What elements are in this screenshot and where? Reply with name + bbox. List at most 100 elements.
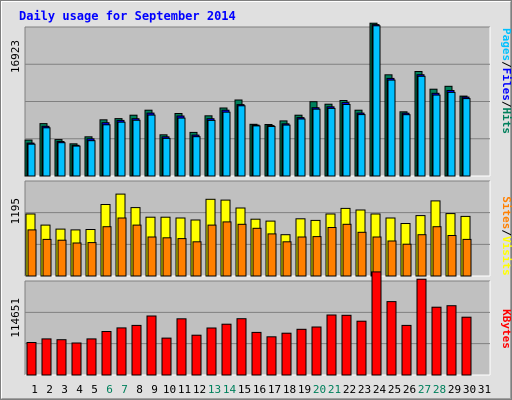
x-tick-label: 21: [328, 383, 341, 396]
bar-kbytes-day-15: [236, 318, 247, 376]
bar-sites-day-20: [312, 236, 322, 277]
x-tick-label: 30: [463, 383, 476, 396]
bar-kbytes-day-19: [296, 328, 307, 376]
bar-sites-day-8: [132, 224, 142, 277]
bar-pages-day-30: [462, 98, 471, 177]
bar-pages-day-25: [387, 79, 396, 177]
bar-kbytes-day-9: [146, 315, 157, 376]
bar-sites-day-5: [87, 242, 97, 277]
legend-segment: Hits: [500, 108, 512, 135]
x-tick-label: 17: [268, 383, 281, 396]
x-tick-label: 23: [358, 383, 371, 396]
bar-pages-day-3: [57, 142, 66, 177]
bar-kbytes-day-12: [191, 334, 202, 376]
bar-sites-day-1: [27, 229, 37, 277]
bar-pages-day-21: [327, 107, 336, 177]
bar-sites-day-4: [72, 242, 82, 277]
x-tick-label: 19: [298, 383, 311, 396]
bar-sites-day-15: [237, 223, 247, 277]
x-tick-label: 9: [151, 383, 158, 396]
x-tick-label: 8: [136, 383, 143, 396]
bar-sites-day-16: [252, 227, 262, 277]
bar-sites-day-30: [462, 238, 472, 277]
bar-sites-day-6: [102, 226, 112, 277]
bar-kbytes-day-14: [221, 323, 232, 376]
bar-pages-day-1: [27, 143, 36, 177]
bar-sites-day-2: [42, 238, 52, 277]
bar-pages-day-13: [207, 119, 216, 177]
bar-kbytes-day-20: [311, 326, 322, 376]
bar-pages-day-10: [162, 137, 171, 177]
bar-kbytes-day-17: [266, 336, 277, 376]
bar-sites-day-17: [267, 233, 277, 277]
bar-sites-day-10: [162, 237, 172, 277]
x-tick-label: 24: [373, 383, 387, 396]
chart-title: Daily usage for September 2014: [19, 9, 236, 23]
bar-kbytes-day-28: [431, 306, 442, 376]
legend-label-bottom: KBytes: [500, 309, 512, 349]
bar-pages-day-2: [42, 127, 51, 177]
bar-kbytes-day-3: [56, 339, 67, 376]
bar-sites-day-22: [342, 223, 352, 277]
legend-segment: Visits: [500, 236, 512, 276]
bar-kbytes-day-26: [401, 324, 412, 376]
panel-middle: 1195 Sites/Visits: [9, 180, 512, 277]
bar-pages-day-18: [282, 124, 291, 177]
bar-kbytes-day-24: [371, 271, 382, 376]
bar-kbytes-day-5: [86, 338, 97, 376]
bar-sites-day-12: [192, 241, 202, 277]
bar-sites-day-28: [432, 226, 442, 277]
x-tick-label: 18: [283, 383, 296, 396]
bar-pages-day-26: [402, 114, 411, 177]
x-tick-label: 28: [433, 383, 446, 396]
bar-pages-day-16: [252, 125, 261, 177]
bar-kbytes-day-13: [206, 327, 217, 376]
bar-pages-day-17: [267, 126, 276, 177]
bar-pages-day-28: [432, 94, 441, 177]
legend-segment: /: [500, 101, 512, 108]
bar-kbytes-day-6: [101, 331, 112, 376]
legend-segment: Files: [500, 68, 512, 101]
legend-segment: Sites: [500, 196, 512, 229]
scale-label: 16923: [9, 40, 22, 73]
bar-pages-day-19: [297, 118, 306, 177]
bar-pages-day-12: [192, 136, 201, 177]
panel-bottom: 114651 KBytes: [9, 271, 512, 376]
x-tick-label: 14: [223, 383, 237, 396]
bar-pages-day-22: [342, 104, 351, 177]
bar-pages-day-6: [102, 124, 111, 177]
bar-sites-day-29: [447, 235, 457, 277]
bar-sites-day-9: [147, 236, 157, 277]
bar-kbytes-day-7: [116, 327, 127, 376]
bar-sites-day-14: [222, 221, 232, 277]
bar-sites-day-24: [372, 236, 382, 277]
x-tick-label: 20: [313, 383, 326, 396]
bar-pages-day-11: [177, 117, 186, 177]
bar-sites-day-21: [327, 227, 337, 277]
x-tick-label: 22: [343, 383, 356, 396]
bar-kbytes-day-2: [41, 338, 52, 376]
bar-pages-day-29: [447, 91, 456, 177]
x-tick-label: 15: [238, 383, 251, 396]
legend-label-top: Pages/Files/Hits: [500, 28, 512, 134]
x-tick-label: 26: [403, 383, 416, 396]
bar-pages-day-24: [372, 25, 381, 177]
bar-pages-day-23: [357, 114, 366, 177]
x-tick-label: 27: [418, 383, 431, 396]
legend-segment: KBytes: [500, 309, 512, 349]
bar-kbytes-day-10: [161, 337, 172, 376]
x-tick-label: 2: [46, 383, 53, 396]
x-tick-label: 3: [61, 383, 68, 396]
bar-kbytes-day-16: [251, 331, 262, 376]
bar-sites-day-3: [57, 239, 67, 277]
legend-segment: /: [500, 229, 512, 236]
bar-kbytes-day-27: [416, 278, 427, 376]
x-tick-label: 7: [121, 383, 128, 396]
scale-label: 1195: [9, 198, 22, 225]
bar-sites-day-23: [357, 231, 367, 277]
x-tick-label: 12: [193, 383, 206, 396]
scale-label: 114651: [9, 298, 22, 338]
x-tick-label: 5: [91, 383, 98, 396]
bar-kbytes-day-25: [386, 301, 397, 376]
